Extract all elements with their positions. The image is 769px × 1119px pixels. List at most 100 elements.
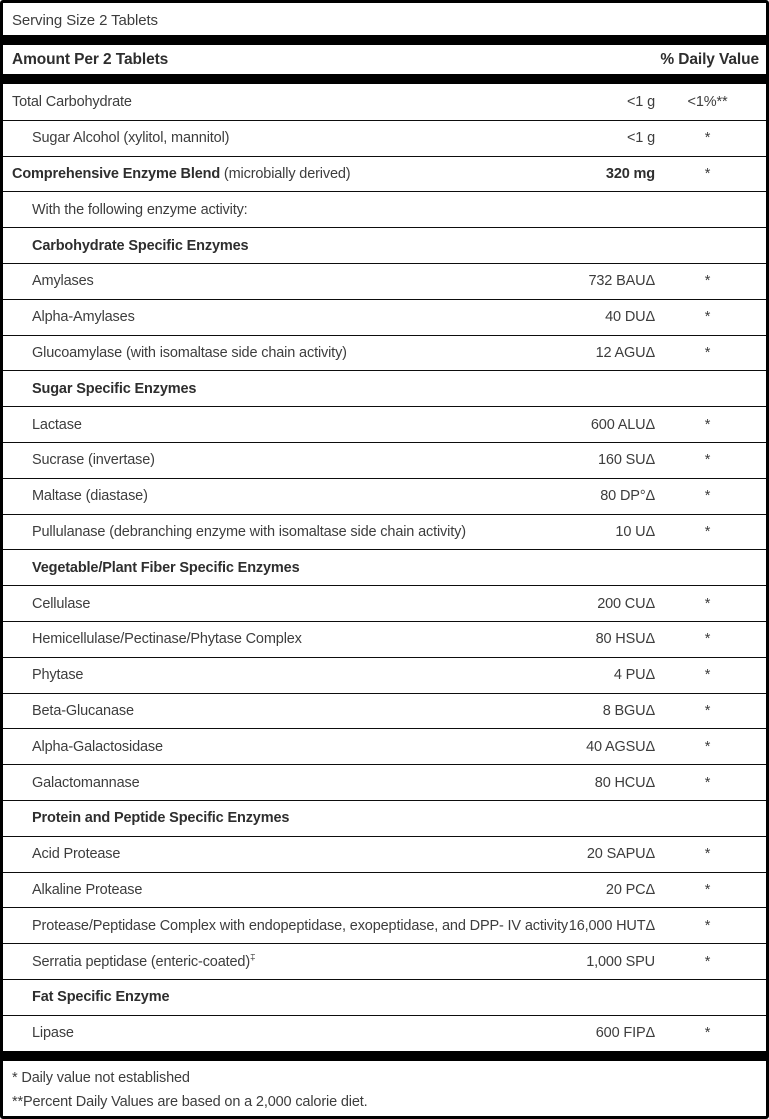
- row-amount: 40 DUΔ: [605, 309, 655, 326]
- row-label: Alpha-Galactosidase: [32, 738, 163, 755]
- row-amount: <1 g: [626, 130, 655, 147]
- section-header-row: Sugar Specific Enzymes: [3, 370, 766, 406]
- row-label: Lipase: [32, 1025, 74, 1042]
- row-amount: 80 HSUΔ: [595, 631, 656, 648]
- daily-value-column-header: % Daily Value: [660, 50, 759, 68]
- table-row: Comprehensive Enzyme Blend (microbially …: [3, 155, 766, 192]
- row-label: Sucrase (invertase): [32, 452, 155, 469]
- row-daily-value: *: [704, 416, 711, 433]
- row-amount: 80 DP°Δ: [600, 488, 655, 505]
- table-row: Protease/Peptidase Complex with endopept…: [3, 907, 766, 943]
- row-daily-value: *: [704, 165, 711, 182]
- row-label: Sugar Alcohol (xylitol, mannitol): [32, 130, 230, 147]
- row-daily-value: *: [704, 273, 711, 290]
- table-row: Hemicellulase/Pectinase/Phytase Complex 8…: [3, 620, 766, 657]
- row-amount: <1 g: [626, 93, 655, 110]
- section-header-row: Protein and Peptide Specific Enzymes: [3, 799, 766, 836]
- row-label: Amylases: [32, 273, 94, 290]
- row-amount: 20 PCΔ: [605, 881, 655, 898]
- table-row: Alpha-Amylases 40 DUΔ *: [3, 298, 766, 335]
- table-row: Maltase (diastase) 80 DP°Δ *: [3, 477, 766, 514]
- nutrient-rows: Total Carbohydrate <1 g <1%** Sugar Alcohol…: [3, 84, 766, 1051]
- row-daily-value: *: [704, 917, 711, 934]
- row-daily-value: *: [704, 452, 711, 469]
- row-daily-value: *: [704, 344, 711, 361]
- row-label: Protein and Peptide Specific Enzymes: [32, 810, 290, 827]
- footnote-daily-value: * Daily value not established: [12, 1069, 190, 1086]
- row-label: Phytase: [32, 667, 84, 684]
- table-row: Pullulanase (debranching enzyme with iso…: [3, 513, 766, 550]
- row-label: With the following enzyme activity:: [32, 201, 248, 218]
- row-daily-value: *: [704, 309, 711, 326]
- row-amount: 600 ALUΔ: [590, 416, 655, 433]
- row-daily-value: *: [704, 738, 711, 755]
- footnote-percent-dv: **Percent Daily Values are based on a 2,…: [12, 1093, 368, 1110]
- row-daily-value: *: [704, 595, 711, 612]
- row-label: Cellulase: [32, 595, 91, 612]
- table-row: Alpha-Galactosidase 40 AGSUΔ *: [3, 728, 766, 764]
- section-header-row: Carbohydrate Specific Enzymes: [3, 227, 766, 263]
- row-amount: 600 FIPΔ: [595, 1025, 655, 1042]
- table-row: Amylases 732 BAUΔ *: [3, 262, 766, 299]
- section-header-row: Vegetable/Plant Fiber Specific Enzymes: [3, 549, 766, 585]
- table-row: Sugar Alcohol (xylitol, mannitol) <1 g *: [3, 119, 766, 156]
- serving-size-text: Serving Size 2 Tablets: [12, 11, 158, 29]
- row-label: Beta-Glucanase: [32, 702, 134, 719]
- table-row: Lipase 600 FIPΔ *: [3, 1014, 766, 1051]
- divider-thick-top: [3, 35, 766, 45]
- row-daily-value: *: [704, 488, 711, 505]
- row-daily-value: *: [704, 702, 711, 719]
- row-label: Acid Protease: [32, 846, 121, 863]
- row-daily-value: *: [704, 881, 711, 898]
- row-label: Vegetable/Plant Fiber Specific Enzymes: [32, 559, 300, 576]
- row-amount: 12 AGUΔ: [595, 344, 656, 361]
- table-row: Phytase 4 PUΔ *: [3, 656, 766, 693]
- row-daily-value: <1%**: [687, 93, 728, 110]
- table-row: With the following enzyme activity:: [3, 191, 766, 227]
- row-amount: 40 AGSUΔ: [586, 738, 655, 755]
- row-amount: 1,000 SPU: [586, 953, 655, 970]
- row-daily-value: *: [704, 953, 711, 970]
- row-label: Serratia peptidase (enteric-coated)‡: [32, 953, 256, 970]
- table-row: Sucrase (invertase) 160 SUΔ *: [3, 441, 766, 478]
- table-row: Cellulase 200 CUΔ *: [3, 585, 766, 621]
- row-amount: 20 SAPUΔ: [586, 846, 655, 863]
- row-label: Galactomannase: [32, 774, 140, 791]
- row-amount: 732 BAUΔ: [588, 273, 655, 290]
- row-label: Alpha-Amylases: [32, 309, 135, 326]
- row-amount: 160 SUΔ: [598, 452, 655, 469]
- column-header-row: Amount Per 2 Tablets % Daily Value: [3, 45, 766, 74]
- table-row: Serratia peptidase (enteric-coated)‡ 1,00…: [3, 943, 766, 979]
- table-row: Lactase 600 ALUΔ *: [3, 406, 766, 442]
- row-label: Glucoamylase (with isomaltase side chain…: [32, 344, 347, 361]
- row-daily-value: *: [704, 846, 711, 863]
- table-row: Alkaline Protease 20 PCΔ *: [3, 871, 766, 908]
- row-label: Carbohydrate Specific Enzymes: [32, 237, 249, 254]
- row-amount: 8 BGUΔ: [602, 702, 655, 719]
- table-row: Galactomannase 80 HCUΔ *: [3, 764, 766, 800]
- row-daily-value: *: [704, 130, 711, 147]
- row-label: Total Carbohydrate: [12, 93, 132, 110]
- row-amount: 10 UΔ: [615, 523, 655, 540]
- row-label: Pullulanase (debranching enzyme with iso…: [32, 523, 466, 540]
- row-label: Comprehensive Enzyme Blend (microbially …: [12, 165, 351, 182]
- row-label: Maltase (diastase): [32, 488, 148, 505]
- amount-column-header: Amount Per 2 Tablets: [12, 50, 169, 68]
- divider-thick-middle: [3, 74, 766, 84]
- footnotes: * Daily value not established **Percent …: [3, 1061, 766, 1116]
- table-row: Beta-Glucanase 8 BGUΔ *: [3, 692, 766, 729]
- row-daily-value: *: [704, 1025, 711, 1042]
- divider-thick-bottom: [3, 1050, 766, 1061]
- row-amount: 320 mg: [605, 165, 655, 182]
- row-daily-value: *: [704, 523, 711, 540]
- row-label: Alkaline Protease: [32, 881, 143, 898]
- row-label: Hemicellulase/Pectinase/Phytase Complex: [32, 631, 302, 648]
- row-label: Lactase: [32, 416, 82, 433]
- row-amount: 80 HCUΔ: [594, 774, 655, 791]
- section-header-row: Fat Specific Enzyme: [3, 978, 766, 1015]
- table-row: Acid Protease 20 SAPUΔ *: [3, 835, 766, 872]
- row-label: Sugar Specific Enzymes: [32, 380, 197, 397]
- row-label: Protease/Peptidase Complex with endopept…: [32, 917, 568, 934]
- row-daily-value: *: [704, 774, 711, 791]
